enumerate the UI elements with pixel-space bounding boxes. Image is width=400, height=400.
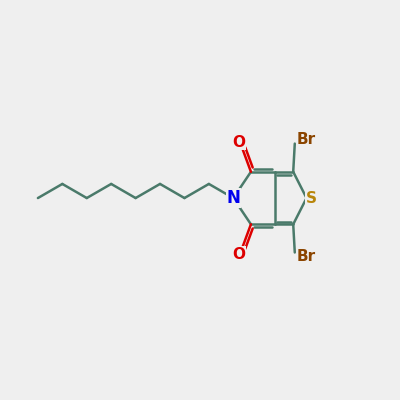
Text: Br: Br: [297, 132, 316, 147]
Text: O: O: [233, 246, 246, 262]
Text: N: N: [226, 189, 240, 207]
Text: S: S: [306, 190, 317, 206]
Text: Br: Br: [297, 249, 316, 264]
Text: O: O: [233, 134, 246, 150]
